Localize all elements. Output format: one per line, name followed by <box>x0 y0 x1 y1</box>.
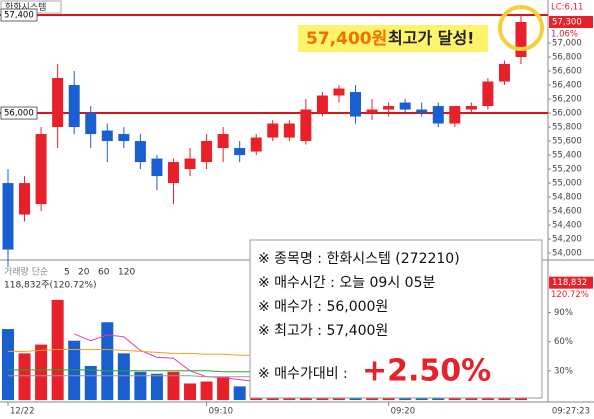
candle-body <box>68 85 80 128</box>
candle-body <box>283 123 295 138</box>
volume-bar <box>200 381 213 400</box>
candle-body <box>267 123 279 138</box>
candle-body <box>432 106 444 124</box>
y-tick-label: 56,400 <box>552 81 582 91</box>
y-tick-label: 56,000 <box>552 109 582 119</box>
candle-body <box>449 106 461 124</box>
y-tick-label: 56,800 <box>552 53 582 63</box>
y-tick-label: 56,200 <box>552 95 582 105</box>
candle-body <box>151 158 163 177</box>
x-end-label: 09:27:23 <box>552 407 590 417</box>
volume-bar <box>2 329 14 400</box>
candle-body <box>85 113 97 135</box>
y-tick-label: 54,200 <box>552 235 582 245</box>
volume-bar <box>117 353 130 400</box>
annotation-text: 최고가 달성! <box>388 29 474 48</box>
candle-body <box>416 109 428 114</box>
volume-last-box <box>549 276 593 289</box>
annotation-price: 57,400원 <box>306 29 387 49</box>
highlight-circle <box>498 5 544 51</box>
candle-body <box>35 134 47 205</box>
y-tick-label: 55,800 <box>552 123 582 133</box>
y-tick-label: 57,000 <box>552 39 582 49</box>
volume-caption: 118,832주(120.72%) <box>4 280 97 291</box>
reference-label-box <box>0 106 38 120</box>
candle-body <box>201 141 213 163</box>
price-info: 1.06% <box>551 30 578 40</box>
info-highlight: +2.50% <box>362 354 491 389</box>
candle-body <box>498 64 510 82</box>
y-tick-label: 55,600 <box>552 137 582 147</box>
reference-label: 57,400 <box>4 11 34 21</box>
candle-body <box>217 134 229 149</box>
price-info: LC:6,11 <box>551 3 583 13</box>
volume-bar <box>233 386 246 400</box>
candle-body <box>383 106 395 110</box>
candle-body <box>300 109 312 142</box>
volume-legend: 거래량 단순 <box>4 266 48 278</box>
volume-bar <box>84 365 97 400</box>
volume-bar <box>150 373 163 400</box>
volume-bar <box>167 371 180 400</box>
y-tick-label: 54,000 <box>552 249 582 259</box>
x-tick-label: 09:20 <box>391 407 416 417</box>
x-tick-label: 09:10 <box>209 407 234 417</box>
legend-entry: 5 <box>64 268 70 278</box>
y-tick-label: 54,800 <box>552 193 582 203</box>
candle-body <box>515 22 527 58</box>
reference-label: 56,000 <box>4 109 34 119</box>
candle-body <box>482 81 494 107</box>
y2-tick-label: 90% <box>554 308 573 318</box>
candle-body <box>134 141 146 163</box>
info-row: ※ 매수가대비 : <box>258 366 348 382</box>
y-tick-label: 55,200 <box>552 165 582 175</box>
last-price-box <box>549 16 593 29</box>
y-tick-label: 55,000 <box>552 179 582 189</box>
volume-bar <box>18 353 31 400</box>
candle-body <box>101 130 113 142</box>
volume-bar <box>217 376 230 400</box>
candle-body <box>167 162 179 184</box>
last-price: 57,300 <box>552 18 582 28</box>
candle-body <box>184 158 196 170</box>
candle-body <box>366 109 378 114</box>
info-row: ※ 최고가 : 57,400원 <box>258 323 388 339</box>
volume-bar <box>134 371 147 400</box>
candle-body <box>118 134 130 142</box>
candle-body <box>250 137 262 152</box>
volume-bar <box>35 344 48 400</box>
candle-body <box>52 78 64 128</box>
y-tick-label: 56,600 <box>552 67 582 77</box>
annotation-bg <box>298 25 488 52</box>
candle-body <box>350 92 362 117</box>
y-tick-label: 54,400 <box>552 221 582 231</box>
info-row: ※ 종목명 : 한화시스템 (272210) <box>258 251 460 267</box>
reference-label-box <box>0 8 38 22</box>
candle-body <box>316 95 328 114</box>
candle-body <box>333 88 345 96</box>
legend-entry: 60 <box>98 268 110 278</box>
info-box <box>249 239 543 399</box>
y2-tick-label: 60% <box>554 337 573 347</box>
x-tick-label: 12/22 <box>10 407 35 417</box>
candle-body <box>19 183 31 215</box>
y2-tick-label: 30% <box>554 366 573 376</box>
y-tick-label: 54,600 <box>552 207 582 217</box>
volume-bar <box>101 322 114 400</box>
candle-body <box>465 106 477 110</box>
candle-body <box>234 148 246 156</box>
legend-entry: 120 <box>118 268 135 278</box>
legend-entry: 20 <box>78 268 90 278</box>
volume-bar <box>184 383 197 400</box>
volume-last: 118,832 <box>552 278 587 288</box>
info-row: ※ 매수시간 : 오늘 09시 05분 <box>258 275 435 291</box>
candle-body <box>2 183 14 250</box>
y-tick-label: 55,400 <box>552 151 582 161</box>
volume-last-pct: 120.72% <box>551 290 589 300</box>
info-row: ※ 매수가 : 56,000원 <box>258 299 388 315</box>
candle-body <box>399 102 411 110</box>
